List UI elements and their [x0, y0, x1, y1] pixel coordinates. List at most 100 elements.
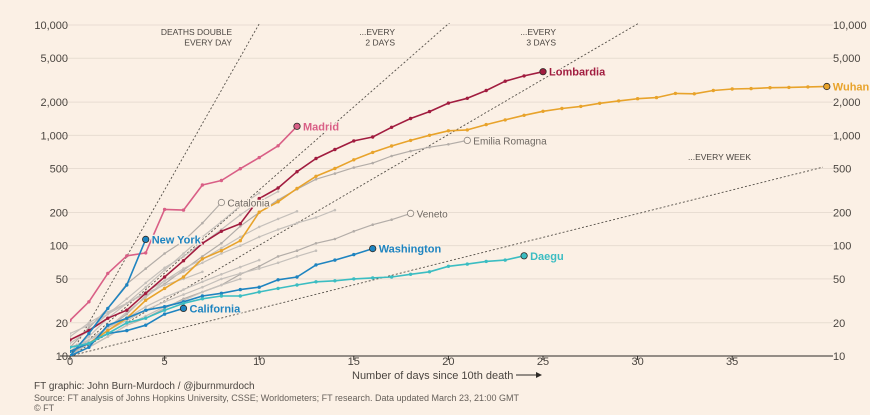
series-region: [70, 208, 337, 338]
data-point-wuhan: [579, 104, 583, 109]
data-point-region: [201, 285, 204, 289]
data-point-washington: [87, 345, 91, 349]
data-point-lombardia: [503, 79, 507, 83]
data-point-region: [220, 220, 223, 223]
y-tick-label-left: 10: [56, 351, 68, 363]
data-point-wuhan: [144, 298, 148, 302]
data-point-region: [220, 252, 223, 255]
data-point-california: [70, 349, 72, 354]
data-point-region: [239, 204, 242, 208]
data-point-wuhan: [560, 106, 564, 111]
series-label-catalonia: Catalonia: [227, 199, 270, 210]
data-point-region: [276, 228, 280, 231]
reference-label-double-2-days: 2 DAYS: [365, 38, 395, 48]
series-line-lombardia: [70, 70, 544, 341]
data-point-washington: [352, 252, 356, 257]
data-point-wuhan: [389, 144, 394, 148]
y-tick-label-left: 2,000: [40, 97, 68, 109]
data-point-region: [106, 310, 110, 314]
data-point-washington: [314, 263, 318, 267]
data-point-daegu: [181, 301, 186, 306]
data-point-region: [295, 255, 299, 258]
data-point-wuhan: [257, 210, 261, 214]
data-point-region: [125, 323, 129, 327]
data-point-madrid: [219, 178, 224, 183]
data-point-madrid: [257, 155, 261, 160]
end-marker-california: [179, 304, 188, 312]
data-point-wuhan: [654, 95, 659, 100]
series-label-washington: Washington: [379, 244, 442, 256]
data-point-washington: [162, 305, 167, 309]
data-point-lombardia: [106, 316, 110, 320]
x-tick-label: 25: [537, 356, 549, 368]
data-point-madrid: [162, 207, 167, 212]
data-point-lombardia: [352, 139, 356, 143]
y-tick-label-left: 5,000: [40, 53, 68, 65]
data-point-madrid: [238, 167, 242, 171]
data-point-catalonia: [182, 239, 185, 243]
end-marker-madrid: [293, 122, 301, 130]
data-point-daegu: [276, 286, 280, 291]
data-point-region: [257, 258, 261, 262]
data-point-region: [257, 235, 261, 239]
data-point-emilia-romagna: [333, 172, 337, 175]
data-point-wuhan: [692, 92, 696, 96]
y-tick-label-right: 1,000: [833, 130, 861, 142]
data-point-lombardia: [200, 241, 205, 245]
end-marker-new-york: [142, 235, 150, 243]
data-point-veneto: [257, 265, 261, 268]
series-line-region: [70, 278, 241, 356]
data-point-region: [220, 246, 223, 250]
data-point-lombardia: [408, 116, 413, 121]
data-point-region: [182, 288, 185, 291]
data-point-wuhan: [333, 166, 337, 171]
data-point-new-york: [106, 306, 110, 311]
data-point-daegu: [352, 277, 356, 281]
reference-line-double-daily: [70, 23, 261, 356]
data-point-daegu: [125, 321, 129, 325]
data-point-madrid: [70, 318, 72, 323]
data-point-lombardia: [257, 196, 261, 201]
data-point-daegu: [503, 258, 507, 262]
data-point-new-york: [87, 331, 91, 336]
data-point-region: [239, 265, 242, 269]
data-point-emilia-romagna: [409, 149, 412, 153]
data-point-wuhan: [295, 186, 299, 191]
data-point-daegu: [484, 259, 488, 264]
y-tick-label-right: 10: [833, 351, 845, 363]
end-marker-daegu: [520, 252, 528, 260]
data-point-region: [314, 249, 318, 252]
data-point-region: [333, 208, 337, 212]
reference-line-double-2-days: [70, 23, 451, 356]
data-point-region: [239, 213, 242, 217]
data-point-region: [106, 312, 110, 316]
data-point-region: [220, 283, 223, 287]
end-marker-washington: [369, 245, 377, 253]
y-tick-label-right: 200: [833, 207, 851, 219]
data-point-wuhan: [162, 286, 167, 291]
footer-source: Source: FT analysis of Johns Hopkins Uni…: [34, 393, 520, 403]
data-point-lombardia: [162, 275, 167, 279]
series-veneto: [70, 212, 412, 356]
data-point-region: [239, 277, 242, 281]
x-tick-label: 15: [348, 356, 360, 368]
series-label-daegu: Daegu: [530, 251, 564, 263]
data-point-region: [70, 335, 72, 338]
data-point-wuhan: [446, 129, 451, 133]
data-point-veneto: [295, 249, 299, 252]
data-point-lombardia: [238, 222, 242, 226]
data-point-veneto: [314, 242, 318, 245]
series-region: [70, 191, 261, 353]
data-point-daegu: [200, 297, 205, 301]
series-washington: [70, 246, 375, 356]
series-label-wuhan: Wuhan: [833, 82, 870, 94]
series-label-lombardia: Lombardia: [549, 67, 606, 79]
y-tick-label-right: 2,000: [833, 97, 861, 109]
data-point-catalonia: [201, 221, 204, 225]
data-point-daegu: [219, 294, 224, 298]
data-point-region: [201, 261, 204, 265]
y-tick-label-left: 100: [50, 241, 68, 253]
data-point-lombardia: [333, 147, 337, 152]
reference-label-double-3-days: ...EVERY: [520, 27, 556, 37]
x-tick-label: 30: [631, 356, 643, 368]
